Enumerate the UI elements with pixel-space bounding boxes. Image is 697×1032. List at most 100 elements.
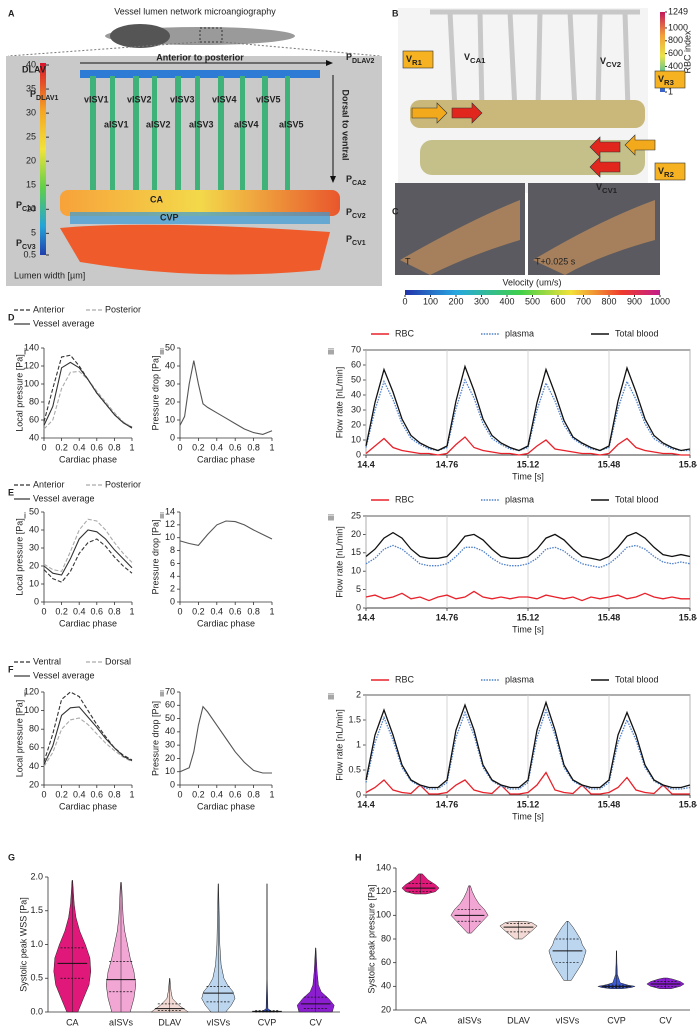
legend-label: RBC — [395, 494, 415, 504]
y-tick-label: 10 — [351, 566, 361, 576]
vessel-ca — [410, 100, 645, 128]
velocity-label-main: V — [600, 56, 606, 66]
y-tick-label: 40 — [381, 981, 391, 991]
panel-label: i — [24, 346, 26, 356]
y-tick-label: 10 — [165, 532, 175, 542]
y-tick-label: 40 — [29, 432, 39, 442]
series-line — [365, 378, 690, 452]
pressure-label: PDLAV2 — [346, 52, 375, 64]
x-tick-label: 0.6 — [229, 789, 242, 799]
x-tick-label: 15.84 — [679, 459, 697, 469]
arrowhead — [330, 176, 336, 183]
colorbar-tick-label: 0 — [402, 296, 407, 306]
y-tick-label: 70 — [165, 686, 175, 696]
pressure-label-main: P — [346, 174, 352, 184]
y-tick-label: 10 — [351, 434, 361, 444]
x-tick-label: 15.12 — [517, 612, 540, 622]
panel-label: i — [24, 688, 26, 698]
x-tick-label: 0.4 — [73, 789, 86, 799]
x-tick-label: 1 — [269, 606, 274, 616]
colorbar-tick-label: 1 — [668, 86, 673, 96]
x-tick-label: 0 — [177, 606, 182, 616]
legend-samples — [14, 309, 102, 677]
colorbar-tick-label: 600 — [668, 48, 683, 58]
y-tick-label: 30 — [165, 378, 175, 388]
x-axis-label: Cardiac phase — [197, 454, 255, 464]
y-tick-label: 1.0 — [30, 939, 43, 949]
colorbar-tick-label: 0.5 — [23, 249, 36, 259]
y-tick-label: 0 — [170, 432, 175, 442]
pressure-label-sub: CV2 — [352, 213, 366, 220]
y-axis-label: Local pressure [Pa] — [14, 354, 24, 432]
colorbar-tick-label: 500 — [525, 296, 540, 306]
y-tick-label: 2 — [356, 689, 361, 699]
y-tick-label: 14 — [165, 506, 175, 516]
series-line — [365, 544, 691, 569]
x-tick-label: 0.4 — [73, 606, 86, 616]
x-tick-label: 0.8 — [108, 606, 121, 616]
y-axis-label: Flow rate [nL/min] — [334, 709, 344, 781]
y-tick-label: 0 — [170, 596, 175, 606]
x-tick-label: 14.4 — [357, 459, 375, 469]
x-tick-label: 0.8 — [247, 789, 260, 799]
y-tick-label: 120 — [376, 886, 391, 896]
legend-label: Total blood — [615, 328, 659, 338]
y-tick-label: 1 — [356, 739, 361, 749]
y-tick-label: 60 — [351, 359, 361, 369]
colorbar-tick-label: 25 — [26, 132, 36, 142]
x-tick-label: 0.4 — [211, 442, 224, 452]
colorbar-tick-label: 700 — [576, 296, 591, 306]
colorbar-tick-label: 1000 — [668, 22, 688, 32]
legend-label: plasma — [505, 674, 534, 684]
zoom-line — [7, 41, 201, 57]
series-line — [43, 706, 133, 765]
colorbar-tick-label: 400 — [499, 296, 514, 306]
velocity-label: VR2 — [658, 166, 674, 179]
y-tick-label: 12 — [165, 519, 175, 529]
colorbar-tick-label: 1000 — [650, 296, 670, 306]
legend-label: Posterior — [105, 479, 141, 489]
legend-label: Anterior — [33, 304, 65, 314]
panel-letter: D — [8, 312, 15, 322]
x-tick-label: 0 — [177, 442, 182, 452]
velocity-label: VCA1 — [464, 52, 486, 65]
pressure-label-main: P — [346, 207, 352, 217]
y-tick-label: 140 — [376, 862, 391, 872]
x-axis-label: Time [s] — [512, 471, 544, 481]
panel-letter: B — [392, 8, 399, 18]
frame-label: T — [405, 256, 411, 266]
x-tick-label: 1 — [269, 789, 274, 799]
y-tick-label: 30 — [29, 542, 39, 552]
series-line — [365, 707, 691, 790]
colorbar-tick-label: 800 — [668, 35, 683, 45]
y-tick-label: 5 — [356, 584, 361, 594]
y-tick-label: 40 — [351, 389, 361, 399]
panel-label: iii — [328, 691, 334, 701]
x-axis-label: Time [s] — [512, 811, 544, 821]
y-tick-label: 10 — [165, 766, 175, 776]
velocity-label-sub: R2 — [664, 170, 674, 179]
y-tick-label: 80 — [381, 933, 391, 943]
colorbar — [40, 63, 46, 255]
velocity-label-sub: CV1 — [602, 186, 618, 195]
x-tick-label: 0.6 — [229, 606, 242, 616]
y-tick-label: 20 — [381, 1004, 391, 1014]
x-tick-label: 1 — [129, 442, 134, 452]
frame-label: T+0.025 s — [535, 256, 576, 266]
x-tick-label: 0.8 — [247, 442, 260, 452]
vessel-label: vISV1 — [84, 94, 109, 104]
velocity-label-main: V — [658, 166, 664, 176]
flow-arrows — [411, 102, 656, 178]
y-tick-label: 2 — [170, 584, 175, 594]
y-tick-label: 0.5 — [348, 764, 361, 774]
vessel-label: aISV4 — [234, 119, 259, 129]
vessel-label: DLAV — [22, 64, 46, 74]
x-tick-label: 0.8 — [108, 442, 121, 452]
y-tick-label: 4 — [170, 571, 175, 581]
y-tick-label: 0 — [356, 602, 361, 612]
colorbar-tick-label: 600 — [550, 296, 565, 306]
x-tick-label: aISVs — [457, 1015, 482, 1025]
series-line — [179, 360, 273, 435]
x-tick-label: 0.2 — [55, 606, 68, 616]
